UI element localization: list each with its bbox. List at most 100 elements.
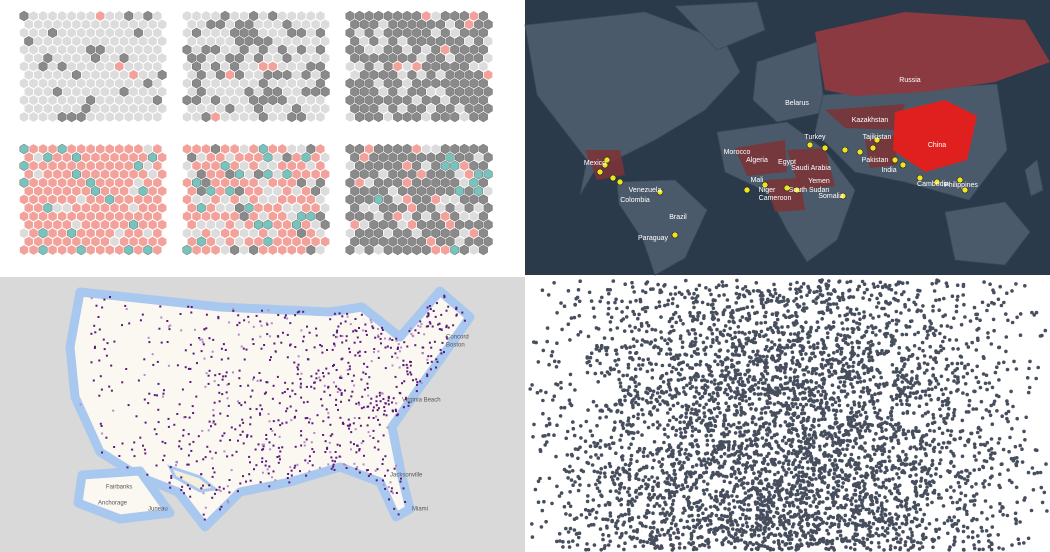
dot xyxy=(914,473,918,477)
hex-cell xyxy=(110,152,119,163)
hex-cell xyxy=(398,86,407,97)
dot xyxy=(682,420,686,424)
density-dot xyxy=(339,322,342,325)
density-dot xyxy=(369,402,372,405)
density-dot xyxy=(237,439,239,442)
hex-cell xyxy=(187,203,196,213)
density-dot xyxy=(363,454,365,457)
density-dot xyxy=(440,328,443,331)
dot xyxy=(608,511,613,515)
density-dot xyxy=(217,384,220,387)
density-dot xyxy=(156,360,159,363)
hex-cell xyxy=(254,86,263,97)
density-dot xyxy=(223,432,226,435)
hex-cell xyxy=(282,236,292,247)
dot xyxy=(966,362,970,367)
density-dot xyxy=(229,439,231,442)
density-dot xyxy=(272,444,275,447)
hex-cell xyxy=(138,19,148,30)
dot xyxy=(622,329,627,333)
hex-cell xyxy=(259,11,268,21)
hex-cell xyxy=(469,27,479,38)
dot xyxy=(915,374,919,378)
hex-cell xyxy=(455,103,464,114)
hex-cell xyxy=(153,78,162,89)
dot xyxy=(757,417,762,421)
event-dot xyxy=(916,174,924,182)
country-label: Niger xyxy=(759,187,776,194)
density-dot xyxy=(299,378,302,380)
density-dot xyxy=(428,321,431,324)
hex-cell xyxy=(143,211,153,222)
hex-cell xyxy=(29,245,38,255)
dot xyxy=(773,291,778,296)
dot xyxy=(885,526,890,531)
density-dot xyxy=(268,420,271,423)
dot xyxy=(1035,448,1039,453)
dot xyxy=(737,454,741,458)
dot xyxy=(897,351,901,356)
density-dot xyxy=(332,465,335,468)
hex-cell xyxy=(244,19,254,30)
dot xyxy=(747,330,752,335)
dot xyxy=(903,540,908,544)
hex-cell xyxy=(483,219,493,230)
hex-cell xyxy=(402,95,412,106)
dot xyxy=(805,380,810,384)
hex-cell xyxy=(72,103,81,114)
density-dot xyxy=(375,395,378,398)
density-dot xyxy=(426,373,429,376)
dot xyxy=(609,409,613,413)
hex-cell xyxy=(273,69,282,81)
landmass xyxy=(616,179,708,276)
dot xyxy=(852,400,856,404)
dot xyxy=(620,345,624,350)
dot xyxy=(615,408,620,413)
dot xyxy=(697,416,701,421)
density-dot xyxy=(290,419,293,422)
event-dot xyxy=(743,186,751,194)
density-dot xyxy=(118,455,121,457)
dot xyxy=(576,535,581,540)
dot xyxy=(849,428,854,432)
density-dot xyxy=(313,387,316,390)
hex-cell xyxy=(38,144,48,154)
dot xyxy=(823,396,828,401)
dot xyxy=(717,293,721,298)
hex-cell xyxy=(345,95,355,106)
density-dot xyxy=(443,351,445,354)
dot xyxy=(618,472,622,477)
density-dot xyxy=(189,495,192,498)
hex-cell xyxy=(57,228,67,239)
hex-cell xyxy=(100,86,110,97)
hex-cell xyxy=(478,228,488,239)
dot xyxy=(788,541,792,546)
hex-cell xyxy=(34,19,43,30)
hex-cell xyxy=(259,194,268,205)
hex-cell xyxy=(360,219,369,230)
hex-cell xyxy=(138,86,148,97)
dot xyxy=(605,345,610,350)
dot xyxy=(833,413,837,417)
hex-cell xyxy=(292,169,301,180)
dot xyxy=(937,308,941,313)
dot xyxy=(720,542,725,547)
dot xyxy=(873,410,877,415)
country-label: Egypt xyxy=(778,159,796,166)
hex-cell xyxy=(192,27,202,38)
dot xyxy=(787,482,791,487)
hex-cell xyxy=(67,27,76,38)
dot xyxy=(725,474,729,479)
dot xyxy=(557,494,562,498)
hex-cell xyxy=(24,169,33,180)
hex-cell xyxy=(19,228,29,239)
density-dot xyxy=(261,460,264,463)
dot xyxy=(972,503,977,507)
density-dot xyxy=(349,423,352,426)
dot xyxy=(729,311,733,315)
hex-cell xyxy=(53,169,62,180)
hex-cell xyxy=(225,169,235,180)
hex-cell xyxy=(96,228,105,239)
density-dot xyxy=(327,372,330,375)
hex-cell xyxy=(19,177,29,188)
